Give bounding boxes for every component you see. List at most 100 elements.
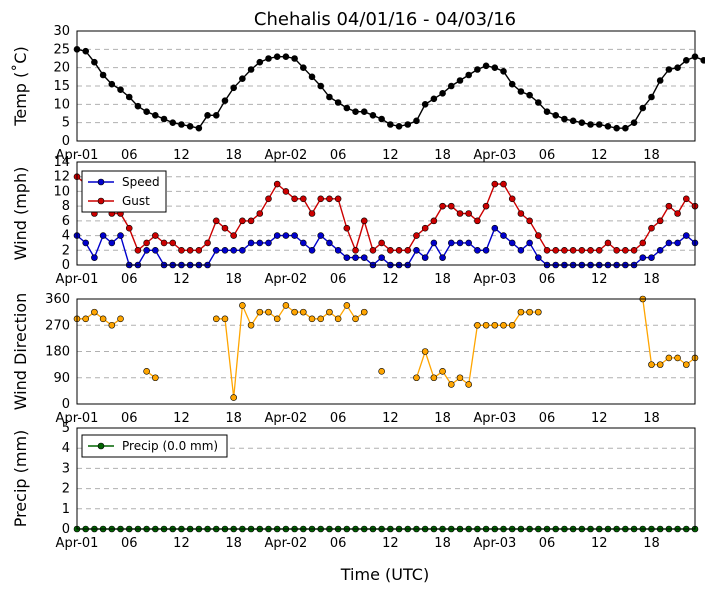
data-point-wind-1-58 <box>578 246 586 254</box>
data-point-wind-1-62 <box>613 246 620 254</box>
data-point-wind-0-24 <box>282 232 290 239</box>
data-point-direction-0-33 <box>360 308 368 316</box>
y-axis-label-temp: Temp (˚C) <box>11 46 30 126</box>
data-point-wind-1-25 <box>291 195 298 203</box>
data-point-wind-1-45 <box>465 210 472 217</box>
axes-frame-precip <box>76 427 696 530</box>
data-point-wind-1-22 <box>265 195 272 203</box>
data-point-wind-0-46 <box>474 246 481 254</box>
data-point-direction-0-40 <box>421 348 429 355</box>
ytick-label-wind-6: 12 <box>53 170 70 185</box>
data-point-direction-0-50 <box>508 321 516 329</box>
data-point-wind-0-8 <box>143 246 150 254</box>
data-point-wind-0-30 <box>334 246 342 254</box>
xtick-label-wind-4: Apr-02 <box>264 272 307 287</box>
ytick-label-direction-1: 90 <box>53 371 70 386</box>
data-point-wind-1-64 <box>630 246 638 254</box>
xtick-label-wind-5: 06 <box>330 272 347 287</box>
data-point-wind-1-39 <box>413 232 420 239</box>
series-temp-0 <box>73 46 705 132</box>
data-point-temp-0-6 <box>125 93 133 101</box>
data-point-direction-0-39 <box>413 374 420 382</box>
data-point-direction-0-26 <box>300 308 307 316</box>
data-point-temp-0-64 <box>630 119 638 126</box>
data-point-wind-1-51 <box>517 210 525 217</box>
xtick-label-precip-9: 06 <box>539 536 556 551</box>
data-point-wind-1-20 <box>247 217 255 225</box>
ytick-label-wind-4: 8 <box>62 199 70 214</box>
data-point-temp-0-50 <box>508 80 516 88</box>
data-point-direction-0-51 <box>517 308 525 316</box>
data-point-direction-0-66 <box>648 361 655 368</box>
xtick-label-wind-11: 18 <box>643 272 660 287</box>
data-point-wind-0-3 <box>99 232 107 239</box>
data-point-wind-0-68 <box>665 239 673 247</box>
data-point-wind-0-45 <box>465 239 472 247</box>
data-point-temp-0-28 <box>317 82 325 90</box>
data-point-direction-0-67 <box>656 361 664 368</box>
data-point-direction-0-53 <box>535 308 542 316</box>
data-point-wind-1-21 <box>256 210 264 217</box>
ytick-label-wind-5: 10 <box>53 184 70 199</box>
data-point-temp-0-8 <box>143 108 150 115</box>
ytick-label-wind-1: 2 <box>62 243 70 258</box>
data-point-wind-1-34 <box>369 246 377 254</box>
data-point-temp-0-9 <box>152 112 159 119</box>
xtick-label-precip-0: Apr-01 <box>56 536 99 551</box>
data-point-direction-0-42 <box>439 368 446 375</box>
data-point-temp-0-67 <box>656 77 664 84</box>
xtick-label-direction-1: 06 <box>121 411 138 426</box>
data-point-wind-1-54 <box>543 246 551 254</box>
data-point-wind-0-18 <box>230 246 237 254</box>
ytick-label-direction-3: 270 <box>45 318 70 333</box>
data-point-temp-0-59 <box>587 121 594 128</box>
data-point-wind-1-66 <box>648 224 655 232</box>
data-point-temp-0-46 <box>474 66 481 73</box>
data-point-direction-0-16 <box>212 315 220 323</box>
data-point-wind-0-25 <box>291 232 298 239</box>
data-point-wind-1-18 <box>230 232 237 239</box>
xtick-label-direction-2: 12 <box>173 411 190 426</box>
data-point-temp-0-58 <box>578 119 586 126</box>
xtick-label-temp-2: 12 <box>173 148 190 163</box>
data-point-wind-1-43 <box>447 202 455 210</box>
data-point-direction-0-35 <box>378 368 385 375</box>
ytick-label-temp-0: 0 <box>62 134 70 149</box>
data-point-wind-1-27 <box>308 210 316 217</box>
xtick-label-temp-0: Apr-01 <box>56 148 99 163</box>
data-point-wind-1-70 <box>682 195 690 203</box>
data-point-wind-1-13 <box>186 246 194 254</box>
xtick-label-direction-5: 06 <box>330 411 347 426</box>
data-point-temp-0-16 <box>212 112 220 119</box>
data-point-wind-0-21 <box>256 239 264 247</box>
data-point-wind-1-57 <box>569 246 577 254</box>
data-point-temp-0-63 <box>622 124 629 132</box>
data-point-wind-1-28 <box>317 195 325 203</box>
data-point-wind-0-47 <box>482 246 490 254</box>
xtick-label-precip-11: 18 <box>643 536 660 551</box>
data-point-wind-0-19 <box>239 246 246 254</box>
data-point-wind-0-44 <box>456 239 464 247</box>
xtick-label-direction-9: 06 <box>539 411 556 426</box>
axes-frame-direction <box>76 298 696 405</box>
data-point-wind-1-17 <box>221 224 229 232</box>
xtick-label-temp-9: 06 <box>539 148 556 163</box>
data-point-wind-0-9 <box>152 246 159 254</box>
data-point-wind-0-26 <box>300 239 307 247</box>
data-point-temp-0-66 <box>648 93 655 101</box>
data-point-temp-0-70 <box>682 57 690 64</box>
data-point-direction-0-32 <box>352 315 359 323</box>
data-point-wind-0-43 <box>447 239 455 247</box>
xtick-label-direction-3: 18 <box>225 411 242 426</box>
data-point-temp-0-53 <box>535 99 542 106</box>
xtick-label-precip-7: 18 <box>434 536 451 551</box>
data-point-temp-0-26 <box>300 64 307 71</box>
data-point-wind-1-10 <box>160 239 168 247</box>
data-point-wind-0-2 <box>91 254 98 261</box>
data-point-direction-0-49 <box>500 321 507 329</box>
legend-wind: Speed Gust <box>81 170 167 213</box>
data-point-direction-0-45 <box>465 381 472 388</box>
axes-frame-wind <box>76 161 696 266</box>
data-point-direction-0-30 <box>334 315 342 323</box>
